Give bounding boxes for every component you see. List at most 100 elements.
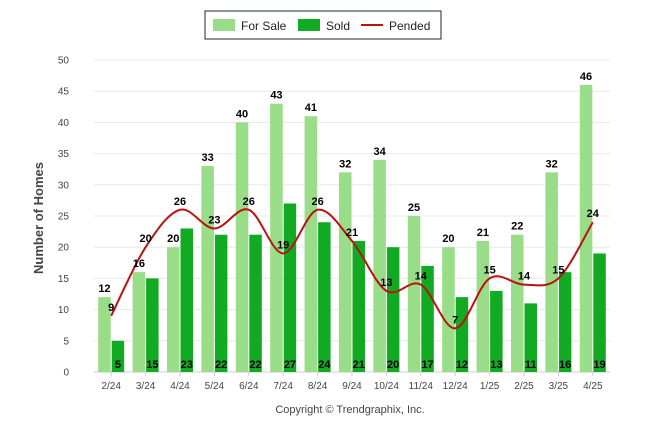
y-tick-label: 20 — [58, 243, 70, 254]
data-label-sold: 12 — [456, 359, 468, 371]
bar-sold[interactable] — [146, 278, 159, 372]
x-tick-label: 4/24 — [170, 381, 190, 392]
data-label-sold: 22 — [249, 359, 261, 371]
bar-for-sale[interactable] — [270, 103, 283, 373]
x-tick-label: 8/24 — [308, 381, 328, 392]
y-tick-label: 0 — [63, 368, 69, 379]
bar-for-sale[interactable] — [407, 216, 421, 372]
data-label-for-sale: 16 — [133, 258, 145, 270]
x-tick-label: 12/24 — [443, 381, 468, 392]
data-label-pended: 26 — [243, 196, 255, 208]
data-label-pended: 26 — [311, 196, 323, 208]
x-tick-label: 3/25 — [549, 381, 569, 392]
bar-sold[interactable] — [111, 340, 125, 372]
y-tick-label: 5 — [63, 336, 69, 347]
legend-swatch-sold[interactable] — [298, 19, 320, 31]
bar-for-sale[interactable] — [373, 159, 386, 372]
bar-for-sale[interactable] — [98, 297, 111, 372]
y-tick-label: 15 — [58, 274, 70, 285]
y-tick-label: 50 — [58, 56, 70, 67]
data-label-for-sale: 32 — [339, 158, 351, 170]
x-tick-label: 5/24 — [205, 381, 225, 392]
data-labels: 12 5 16 15 20 23 33 22 40 22 43 27 41 24 32 21 34 20 25 17 2… — [98, 71, 605, 371]
x-tick-label: 10/24 — [374, 381, 399, 392]
data-label-sold: 19 — [593, 359, 605, 371]
x-tick-label: 6/24 — [239, 381, 259, 392]
bar-for-sale[interactable] — [476, 240, 490, 372]
y-tick-label: 25 — [58, 212, 70, 223]
data-label-for-sale: 43 — [270, 90, 282, 102]
data-label-for-sale: 20 — [442, 233, 454, 245]
x-tick-label: 2/24 — [101, 381, 121, 392]
data-label-pended: 14 — [415, 271, 428, 283]
bar-sold[interactable] — [214, 234, 228, 372]
bar-sold[interactable] — [558, 272, 572, 372]
data-label-pended: 26 — [174, 196, 186, 208]
data-label-sold: 24 — [318, 359, 331, 371]
bar-for-sale[interactable] — [201, 166, 214, 372]
data-label-pended: 24 — [587, 208, 600, 220]
data-label-for-sale: 34 — [374, 146, 387, 158]
x-axis-ticks: 2/24 3/24 4/24 5/24 6/24 7/24 8/24 9/24 10/24 11/… — [101, 372, 603, 392]
data-label-pended: 14 — [518, 271, 531, 283]
legend-label-pended[interactable]: Pended — [389, 19, 430, 33]
y-axis-ticks: 0 5 10 15 20 25 30 35 40 45 50 — [58, 56, 70, 379]
bar-sold[interactable] — [180, 228, 194, 372]
bar-sold[interactable] — [386, 247, 400, 372]
y-tick-label: 45 — [58, 87, 70, 98]
data-label-pended: 15 — [552, 264, 564, 276]
x-tick-label: 4/25 — [583, 381, 603, 392]
bar-sold[interactable] — [524, 303, 538, 372]
data-label-pended: 13 — [380, 277, 392, 289]
x-tick-label: 1/25 — [480, 381, 500, 392]
x-tick-label: 7/24 — [273, 381, 293, 392]
legend-label-sold[interactable]: Sold — [326, 19, 350, 33]
legend: For Sale Sold Pended — [204, 10, 442, 40]
data-label-sold: 11 — [525, 359, 537, 371]
data-label-for-sale: 20 — [167, 233, 179, 245]
data-label-for-sale: 41 — [305, 102, 317, 114]
bar-for-sale[interactable] — [167, 247, 180, 372]
y-axis-title: Number of Homes — [31, 162, 46, 274]
data-label-pended: 20 — [139, 233, 151, 245]
data-label-sold: 27 — [284, 359, 296, 371]
y-tick-label: 35 — [58, 149, 70, 160]
bar-for-sale[interactable] — [235, 122, 249, 373]
legend-label-for-sale[interactable]: For Sale — [241, 19, 287, 33]
bar-for-sale[interactable] — [339, 172, 352, 372]
bar-sold[interactable] — [421, 265, 434, 372]
bar-for-sale[interactable] — [132, 272, 146, 372]
x-tick-label: 3/24 — [136, 381, 156, 392]
bar-sold[interactable] — [593, 253, 606, 372]
bar-sold[interactable] — [249, 234, 262, 372]
bar-for-sale[interactable] — [304, 116, 318, 372]
y-tick-label: 30 — [58, 180, 70, 191]
bar-for-sale[interactable] — [442, 247, 455, 372]
pended-line-path[interactable] — [110, 208, 594, 330]
data-label-pended: 19 — [277, 239, 289, 251]
legend-box — [204, 10, 442, 40]
data-label-sold: 20 — [387, 359, 399, 371]
bar-sold[interactable] — [352, 240, 366, 372]
bar-sold[interactable] — [490, 290, 503, 372]
data-label-pended: 9 — [108, 302, 114, 314]
legend-swatch-for-sale[interactable] — [213, 19, 235, 31]
copyright-credit: Copyright © Trendgraphix, Inc. — [275, 404, 424, 416]
bar-for-sale[interactable] — [511, 234, 524, 372]
data-label-pended: 7 — [452, 314, 458, 326]
data-label-for-sale: 25 — [408, 202, 420, 214]
bar-sold[interactable] — [455, 297, 469, 372]
bar-for-sale[interactable] — [545, 172, 558, 372]
data-label-pended: 23 — [208, 214, 220, 226]
bar-sold[interactable] — [318, 222, 331, 372]
data-label-sold: 5 — [115, 359, 121, 371]
x-tick-label: 11/24 — [409, 381, 434, 392]
data-label-sold: 13 — [490, 359, 502, 371]
bar-sold[interactable] — [283, 203, 297, 372]
bar-for-sale[interactable] — [579, 84, 593, 373]
data-label-sold: 16 — [559, 359, 571, 371]
x-tick-label: 9/24 — [342, 381, 362, 392]
data-label-for-sale: 22 — [511, 221, 523, 233]
data-label-pended: 15 — [483, 264, 495, 276]
y-tick-label: 10 — [58, 305, 70, 316]
